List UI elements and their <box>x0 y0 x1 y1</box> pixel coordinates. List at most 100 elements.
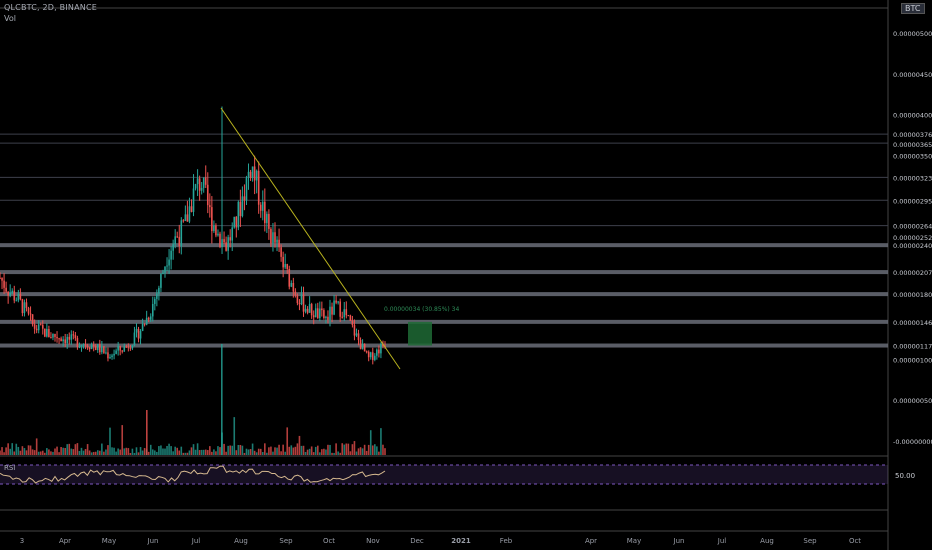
price-axis-label: 0.00000376 <box>893 131 932 139</box>
volume-bar <box>115 451 117 455</box>
candle-body <box>154 298 156 304</box>
volume-bar <box>304 451 307 455</box>
volume-bar <box>107 445 109 455</box>
candle-body <box>378 349 380 354</box>
volume-bar <box>131 448 134 455</box>
candle-body <box>361 343 364 350</box>
volume-bar <box>13 451 16 455</box>
time-axis-label: Oct <box>849 537 861 545</box>
volume-bar <box>310 446 313 455</box>
volume-bar <box>135 447 138 455</box>
candle-body <box>119 346 121 351</box>
volume-bar <box>206 450 209 455</box>
rsi-line <box>0 465 386 484</box>
candle-body <box>347 315 350 317</box>
rsi-legend: RSI <box>4 464 15 472</box>
volume-bar <box>333 452 335 455</box>
candle-body <box>280 247 282 257</box>
candle-body <box>367 351 370 358</box>
price-axis-label: 0.00000117 <box>893 343 932 351</box>
candle-body <box>374 355 376 360</box>
volume-bar <box>180 446 183 455</box>
price-axis-label: 0.00000323 <box>893 174 932 182</box>
volume-bar <box>139 447 142 455</box>
candle-body <box>46 329 48 337</box>
volume-bar <box>347 443 350 455</box>
candle-body <box>86 345 89 348</box>
volume-bar <box>119 449 121 455</box>
volume-legend: Vol <box>4 14 16 23</box>
time-axis-label: Apr <box>585 537 597 545</box>
candle-body <box>237 201 240 228</box>
volume-bar <box>151 449 154 455</box>
volume-bar <box>190 447 193 455</box>
volume-bar <box>182 452 185 455</box>
volume-bar <box>147 451 150 455</box>
candle-body <box>139 331 142 339</box>
volume-bar <box>111 447 113 455</box>
volume-bar <box>337 451 339 455</box>
volume-bar <box>331 452 333 455</box>
volume-bar <box>48 449 50 455</box>
candle-body <box>78 346 81 348</box>
candle-body <box>243 196 246 201</box>
candle-body <box>247 171 250 178</box>
candle-body <box>188 206 191 222</box>
price-axis-label: 0.00000100 <box>893 356 932 364</box>
candle-body <box>94 346 97 350</box>
candle-body <box>325 316 327 318</box>
volume-bar <box>19 450 22 455</box>
volume-bar <box>211 451 213 455</box>
candle-body <box>17 294 20 301</box>
volume-bar <box>270 446 272 455</box>
candle-body <box>164 266 166 273</box>
candle-body <box>272 232 274 244</box>
volume-bar <box>137 452 140 455</box>
candle-body <box>217 233 219 236</box>
candle-body <box>37 324 40 331</box>
volume-bar <box>384 448 386 455</box>
volume-bar <box>243 452 246 455</box>
volume-bar <box>70 448 73 455</box>
volume-bar <box>82 450 85 455</box>
candle-body <box>23 302 26 314</box>
volume-bar <box>306 449 309 455</box>
volume-bar <box>66 444 69 455</box>
volume-bar <box>149 444 152 455</box>
volume-bar <box>84 449 87 455</box>
volume-bar <box>3 452 5 455</box>
volume-bar <box>233 417 236 455</box>
candle-body <box>365 351 368 353</box>
candle-body <box>135 328 138 333</box>
candle-body <box>268 213 270 229</box>
candle-body <box>363 343 366 352</box>
candle-body <box>304 308 307 312</box>
candle-body <box>276 239 278 243</box>
candle-body <box>101 346 103 353</box>
volume-bar <box>353 441 356 455</box>
volume-bar <box>54 448 56 455</box>
candle-body <box>349 315 352 321</box>
candle-body <box>56 336 58 339</box>
candle-body <box>353 325 356 336</box>
candle-body <box>227 237 229 251</box>
volume-bar <box>158 446 160 455</box>
candle-body <box>249 171 252 179</box>
candle-body <box>160 274 162 288</box>
trendline <box>220 107 401 370</box>
price-axis-label: -0.00000000 <box>893 438 932 446</box>
volume-bar <box>58 452 60 455</box>
volume-bar <box>249 449 252 455</box>
candle-body <box>331 306 333 315</box>
candle-body <box>266 213 268 224</box>
candle-body <box>127 346 130 348</box>
volume-bar <box>50 451 52 455</box>
volume-bar <box>316 445 319 455</box>
candle-body <box>84 344 87 346</box>
currency-badge[interactable]: BTC <box>901 3 925 14</box>
candle-body <box>257 170 260 205</box>
support-level-zone <box>0 343 888 348</box>
price-axis-label: 0.00000500 <box>893 30 932 38</box>
price-axis-label: 0.00000240 <box>893 242 932 250</box>
